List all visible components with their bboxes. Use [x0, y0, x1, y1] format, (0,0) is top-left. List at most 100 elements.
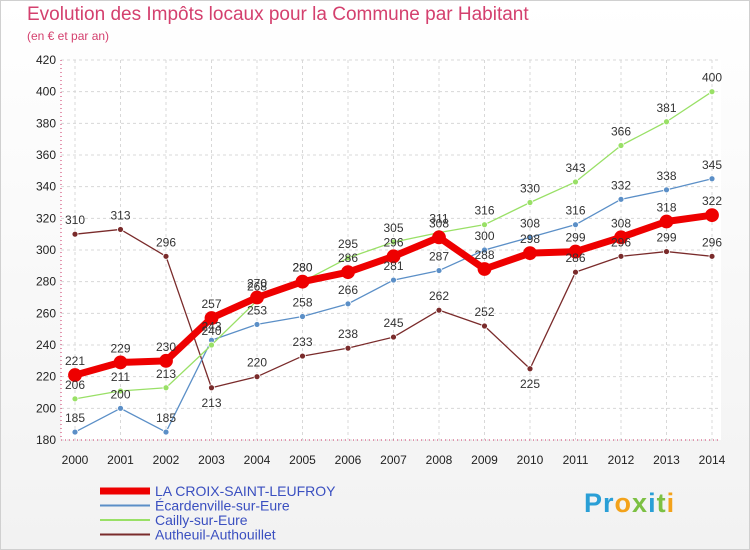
- data-label: 257: [201, 297, 221, 311]
- data-label: 280: [292, 261, 312, 275]
- data-point: [481, 246, 488, 254]
- chart-subtitle: (en € et par an): [27, 29, 110, 43]
- data-label: 305: [383, 221, 403, 235]
- data-point: [523, 246, 537, 261]
- data-point: [117, 404, 124, 412]
- data-label: 296: [156, 235, 176, 249]
- data-label: 400: [702, 71, 722, 85]
- data-label: 316: [474, 204, 494, 218]
- data-point: [705, 208, 719, 223]
- data-point: [250, 290, 264, 305]
- data-label: 211: [111, 370, 130, 384]
- data-label: 298: [520, 232, 540, 246]
- data-label: 316: [565, 204, 585, 218]
- data-label: 185: [156, 411, 176, 425]
- data-label: 366: [611, 125, 631, 139]
- y-tick-label: 240: [36, 338, 56, 352]
- x-tick-label: 2001: [107, 453, 134, 467]
- data-label: 318: [656, 201, 676, 215]
- data-point: [344, 254, 352, 262]
- data-label: 262: [429, 289, 449, 303]
- data-label: 313: [110, 208, 130, 222]
- data-point: [526, 233, 534, 241]
- data-label: 330: [520, 182, 540, 196]
- data-label: 225: [520, 377, 540, 391]
- x-tick-label: 2007: [380, 453, 407, 467]
- y-tick-label: 380: [36, 116, 56, 130]
- legend-label: LA CROIX-SAINT-LEUFROY: [155, 483, 336, 499]
- data-label: 280: [292, 261, 312, 275]
- data-label: 308: [429, 216, 449, 230]
- x-tick-label: 2008: [426, 453, 453, 467]
- data-label: 345: [702, 158, 722, 172]
- data-label: 268: [247, 280, 267, 294]
- data-label: 252: [474, 305, 494, 319]
- data-point: [708, 252, 716, 260]
- data-label: 266: [338, 283, 358, 297]
- x-tick-label: 2011: [563, 453, 589, 467]
- data-label: 311: [429, 212, 448, 226]
- data-label: 322: [702, 194, 722, 208]
- y-tick-label: 420: [36, 53, 56, 67]
- data-label: 295: [338, 237, 358, 251]
- data-point: [663, 186, 670, 194]
- data-point: [617, 142, 625, 149]
- data-label: 308: [520, 216, 540, 230]
- data-point: [208, 341, 215, 349]
- data-label: 229: [110, 341, 130, 355]
- data-point: [71, 395, 79, 403]
- data-point: [708, 88, 716, 96]
- y-tick-label: 180: [36, 433, 56, 447]
- data-label: 238: [338, 327, 358, 341]
- y-tick-label: 360: [36, 148, 56, 162]
- data-label: 258: [292, 296, 312, 310]
- data-label: 213: [201, 396, 221, 410]
- data-point: [117, 226, 124, 233]
- data-point: [295, 274, 310, 289]
- data-point: [341, 265, 355, 280]
- y-tick-label: 260: [36, 306, 56, 320]
- data-point: [299, 352, 306, 360]
- logo-part-o: o: [614, 488, 633, 518]
- data-label: 220: [247, 356, 267, 370]
- data-label: 240: [201, 324, 221, 338]
- data-label: 243: [201, 319, 221, 333]
- proxiti-logo: Proxiti: [584, 488, 675, 519]
- data-label: 233: [292, 335, 312, 349]
- data-point: [708, 175, 716, 183]
- data-point: [159, 353, 173, 368]
- y-tick-label: 320: [36, 211, 56, 225]
- data-point: [435, 306, 443, 314]
- data-point: [71, 428, 79, 436]
- data-label: 299: [656, 231, 676, 245]
- data-point: [481, 322, 488, 330]
- data-point: [162, 252, 170, 260]
- logo-part-t: t: [656, 488, 667, 518]
- data-label: 310: [65, 213, 85, 227]
- data-label: 281: [383, 259, 403, 273]
- x-tick-label: 2006: [335, 453, 362, 467]
- x-tick-label: 2009: [471, 453, 498, 467]
- data-point: [617, 252, 625, 260]
- x-tick-label: 2004: [244, 453, 271, 467]
- logo-part-x: x: [632, 488, 649, 518]
- data-label: 308: [611, 216, 631, 230]
- data-point: [663, 118, 670, 126]
- data-point: [390, 333, 397, 341]
- data-point: [614, 230, 628, 245]
- data-point: [344, 344, 352, 352]
- chart-title: Evolution des Impôts locaux pour la Comm…: [27, 4, 529, 25]
- data-point: [253, 373, 261, 381]
- data-point: [71, 230, 79, 238]
- data-label: 221: [65, 354, 85, 368]
- y-tick-label: 400: [36, 85, 56, 99]
- data-point: [572, 178, 579, 186]
- data-label: 332: [611, 178, 631, 192]
- data-point: [204, 311, 219, 325]
- y-tick-label: 300: [36, 243, 56, 257]
- data-label: 300: [474, 229, 494, 243]
- data-label: 296: [611, 235, 631, 249]
- y-tick-label: 340: [36, 180, 56, 194]
- data-point: [390, 276, 397, 284]
